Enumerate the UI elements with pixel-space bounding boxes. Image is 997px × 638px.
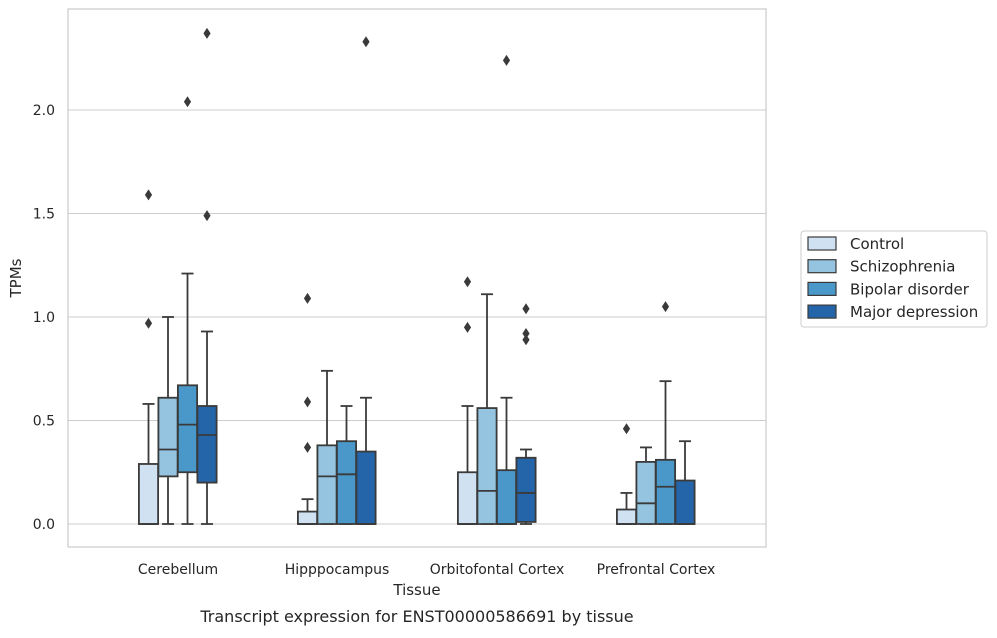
outlier-point	[144, 317, 153, 329]
outlier-point	[502, 54, 511, 66]
box-bipolar-disorder	[176, 96, 198, 525]
outlier-point	[661, 301, 670, 313]
y-tick-label: 0.5	[33, 414, 55, 430]
legend-item: Major depression	[807, 303, 978, 321]
box-control	[616, 423, 638, 525]
box-iqr	[355, 450, 377, 525]
box-control	[456, 276, 478, 525]
box-iqr	[137, 463, 159, 525]
box-layer	[137, 27, 696, 525]
x-tick-label: Hipppocampus	[285, 562, 390, 578]
x-tick-label: Cerebellum	[138, 562, 218, 578]
box-iqr	[616, 508, 638, 525]
x-axis-label: Tissue	[392, 581, 440, 599]
x-tick-labels: Cerebellum Hipppocampus Orbitofontal Corte…	[138, 562, 715, 578]
outlier-point	[303, 441, 312, 453]
legend-swatch	[807, 281, 837, 296]
box-schizophrenia	[316, 369, 338, 525]
y-tick-label: 2.0	[33, 103, 55, 119]
legend-label: Bipolar disorder	[850, 280, 970, 298]
y-axis-label: TPMs	[7, 258, 25, 298]
box-control	[296, 292, 318, 525]
x-tick-label: Orbitofontal Cortex	[430, 562, 565, 578]
y-tick-label: 0.0	[33, 517, 55, 533]
legend-swatch	[807, 259, 837, 274]
legend-items: Control Schizophrenia Bipolar disorder Majo…	[807, 235, 978, 321]
legend-frame	[800, 230, 988, 328]
box-iqr	[456, 471, 478, 525]
y-tick-labels: 0.0 0.5 1.0 1.5 2.0	[33, 103, 55, 533]
box-iqr	[635, 460, 657, 525]
legend-swatch	[807, 304, 837, 319]
legend: Control Schizophrenia Bipolar disorder Majo…	[800, 230, 988, 328]
box-bipolar-disorder	[495, 54, 517, 525]
y-tick-label: 1.0	[33, 310, 55, 326]
outlier-point	[463, 276, 472, 288]
box-iqr	[674, 479, 696, 525]
box-iqr	[316, 444, 338, 525]
box-iqr	[476, 407, 498, 525]
box-bipolar-disorder	[655, 301, 677, 525]
box-iqr	[655, 458, 677, 525]
box-major-depression	[515, 303, 537, 525]
outlier-point	[463, 321, 472, 333]
box-iqr	[495, 469, 517, 525]
outlier-point	[303, 292, 312, 304]
legend-item: Bipolar disorder	[807, 280, 970, 298]
box-bipolar-disorder	[335, 405, 357, 525]
outlier-point	[522, 328, 530, 340]
box-iqr	[515, 456, 537, 523]
legend-label: Schizophrenia	[850, 258, 955, 276]
y-tick-label: 1.5	[33, 207, 55, 223]
chart-caption: Transcript expression for ENST0000058669…	[199, 607, 633, 626]
outlier-point	[183, 96, 192, 108]
box-iqr	[296, 510, 318, 525]
box-schizophrenia	[476, 293, 498, 525]
outlier-point	[303, 396, 312, 408]
plot-frame	[67, 8, 767, 548]
box-iqr	[157, 396, 179, 478]
legend-swatch	[807, 236, 837, 251]
legend-item: Schizophrenia	[807, 258, 955, 276]
outlier-point	[144, 189, 153, 201]
legend-label: Control	[850, 235, 904, 253]
box-iqr	[196, 405, 218, 484]
outlier-point	[203, 27, 211, 39]
box-major-depression	[674, 440, 696, 525]
outlier-point	[522, 303, 530, 315]
box-control	[137, 189, 159, 525]
x-tick-label: Prefrontal Cortex	[597, 562, 716, 578]
box-major-depression	[196, 27, 218, 525]
box-iqr	[335, 440, 357, 525]
box-iqr	[176, 384, 198, 474]
box-schizophrenia	[635, 446, 657, 525]
outlier-point	[622, 423, 631, 435]
box-major-depression	[355, 36, 377, 525]
outlier-point	[522, 334, 530, 346]
outlier-point	[362, 36, 370, 48]
legend-item: Control	[807, 235, 904, 253]
outlier-point	[203, 210, 211, 222]
legend-label: Major depression	[850, 303, 978, 321]
box-schizophrenia	[157, 316, 179, 525]
